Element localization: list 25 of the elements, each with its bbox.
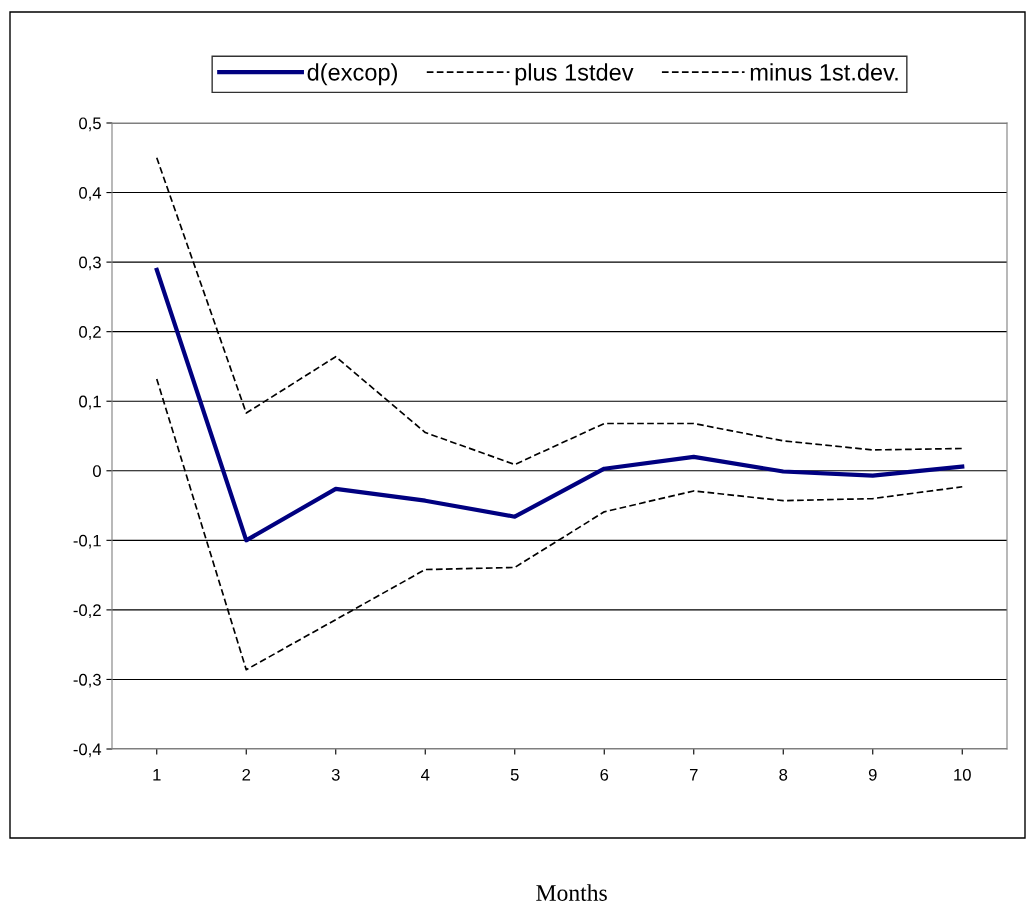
x-tick-label: 7	[689, 769, 698, 781]
x-tick-label: 3	[331, 768, 340, 781]
y-tick-label: -0,4	[73, 743, 102, 758]
y-tick-label: 0,2	[79, 326, 101, 340]
y-tick-label: -0,3	[73, 673, 101, 688]
x-tick-label: 1	[153, 769, 161, 781]
x-tick-label: 10	[954, 768, 971, 781]
y-tick-label: 0,3	[79, 256, 101, 271]
legend-label: plus 1stdev	[515, 63, 634, 86]
x-tick-label: 5	[510, 769, 519, 781]
legend-label: minus 1st.dev.	[750, 63, 898, 81]
x-tick-label: 6	[600, 768, 609, 781]
x-tick-label: 4	[421, 769, 430, 781]
x-axis-title: Months	[536, 884, 607, 901]
y-tick-label: -0,1	[73, 534, 101, 549]
x-tick-label: 2	[242, 768, 251, 781]
y-tick-label: 0,4	[79, 186, 102, 201]
x-tick-label: 9	[868, 768, 877, 781]
legend-label: d(excop)	[307, 63, 397, 86]
line-series	[154, 267, 965, 543]
y-tick-label: 0,1	[79, 395, 101, 410]
x-tick-label: 8	[779, 768, 788, 781]
y-tick-label: 0,5	[79, 117, 101, 132]
y-tick-label: -0,2	[73, 604, 101, 619]
y-tick-label: 0	[92, 465, 101, 477]
